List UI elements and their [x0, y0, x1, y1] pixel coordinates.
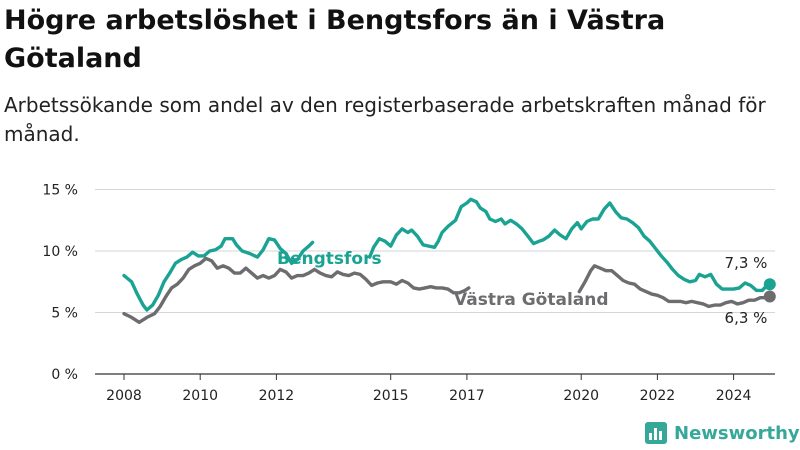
series-label-bengtsfors: Bengtsfors — [277, 249, 382, 269]
x-tick-label: 2024 — [716, 388, 752, 404]
end-points — [763, 278, 776, 303]
x-tick-label: 2008 — [106, 388, 142, 404]
x-tick-label: 2020 — [563, 388, 599, 404]
end-point-vastra-gotaland — [763, 290, 776, 303]
x-tick-label: 2022 — [640, 388, 676, 404]
series-line-bengtsfors — [368, 197, 772, 293]
series-line-vastra-gotaland — [122, 256, 471, 324]
y-axis-ticks: 0 % 5 % 10 % 15 % — [42, 183, 78, 384]
x-tick-label: 2012 — [259, 388, 295, 404]
x-axis-ticks: 2008 2010 2012 2015 2017 2020 2022 2024 — [106, 374, 752, 404]
y-tick-label: 10 % — [42, 244, 78, 260]
series-line-vastra-gotaland — [577, 264, 772, 309]
x-tick-label: 2017 — [449, 388, 485, 404]
end-point-bengtsfors — [763, 278, 776, 291]
series-line-bengtsfors — [122, 237, 315, 312]
y-tick-label: 5 % — [51, 306, 78, 322]
chart-title: Högre arbetslöshet i Bengtsfors än i Väs… — [4, 5, 666, 74]
chart-subtitle: Arbetssökande som andel av den registerb… — [4, 93, 766, 146]
brand-name: Newsworthy — [674, 422, 800, 444]
end-label-vastra-gotaland: 6,3 % — [725, 309, 768, 327]
x-tick-label: 2010 — [182, 388, 218, 404]
bar-chart-icon — [645, 422, 667, 444]
newsworthy-logo: Newsworthy — [645, 420, 800, 446]
series-label-vastra-gotaland: Västra Götaland — [454, 290, 609, 310]
grid-lines — [95, 189, 775, 375]
end-label-bengtsfors: 7,3 % — [725, 254, 768, 272]
x-tick-label: 2015 — [373, 388, 409, 404]
y-tick-label: 0 % — [51, 367, 78, 383]
y-tick-label: 15 % — [42, 183, 78, 199]
series-lines — [122, 197, 772, 324]
